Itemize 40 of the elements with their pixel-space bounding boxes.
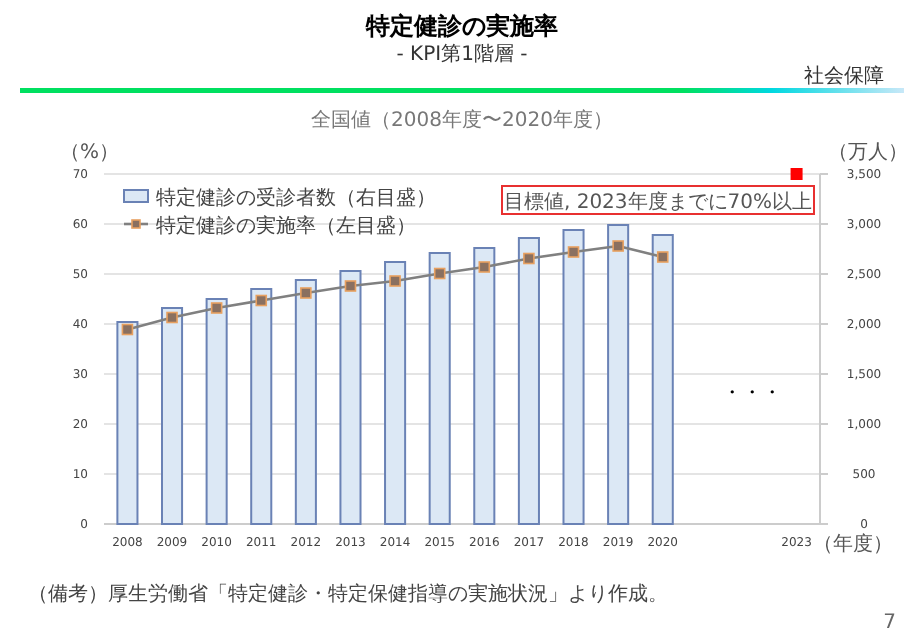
legend-label: 特定健診の受診者数（右目盛）	[156, 186, 436, 210]
point	[300, 287, 312, 299]
point	[612, 240, 624, 252]
text: （備考）厚生労働省「特定健診・特定保健指導の実施状況」より作成。	[28, 582, 668, 606]
bar	[562, 229, 585, 525]
bar	[651, 234, 674, 525]
point	[389, 275, 401, 287]
bar	[517, 237, 540, 525]
point	[121, 323, 134, 336]
text: 全国値（2008年度〜2020年度）	[311, 108, 613, 132]
text: 社会保障	[804, 64, 884, 88]
annotation: 目標値, 2023年度までに70%以上	[503, 190, 813, 214]
bar	[160, 307, 184, 525]
legend-label: 特定健診の実施率（左目盛）	[156, 214, 416, 238]
point	[210, 302, 223, 314]
point	[166, 311, 178, 324]
point	[433, 267, 446, 280]
bar	[250, 288, 273, 525]
bar	[205, 298, 228, 525]
y2-axis-title: （万人）	[828, 142, 908, 164]
point	[567, 246, 580, 258]
annotation: ・・・	[721, 383, 782, 405]
bar	[294, 279, 317, 525]
x-axis-title: （年度）	[812, 532, 893, 556]
point	[656, 251, 669, 263]
point	[523, 252, 535, 265]
point	[344, 280, 357, 292]
bar	[384, 261, 407, 525]
chart-subtitle: - KPI第1階層 -	[396, 42, 529, 66]
chart-title: 特定健診の実施率	[364, 12, 558, 40]
bar	[116, 321, 139, 525]
bar	[473, 247, 496, 525]
point	[790, 168, 803, 180]
text: 7	[883, 612, 896, 634]
bar	[607, 224, 630, 525]
bar	[339, 270, 362, 525]
point	[255, 294, 268, 307]
point	[478, 261, 491, 273]
y-axis-title: （%）	[60, 142, 120, 164]
bar	[428, 252, 451, 525]
